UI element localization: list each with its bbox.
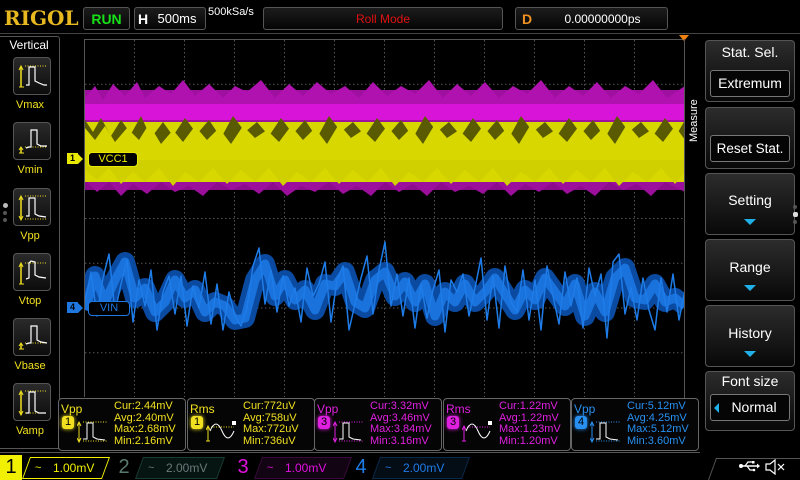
reset-stat-button[interactable]: Reset Stat. (705, 107, 795, 169)
vpp-icon (18, 194, 47, 222)
chevron-left-icon (714, 403, 719, 413)
vtop-label: Vtop (18, 295, 42, 307)
vbase-label: Vbase (14, 360, 46, 372)
header-divider (0, 33, 800, 34)
measurement-rms-ch1[interactable]: Rms 1 Cur:772uV Avg:758uV Max:772uV Min:736… (187, 398, 315, 451)
font-size-button[interactable]: Font size Normal (705, 371, 795, 431)
measure-menu-tab: Measure (684, 39, 704, 449)
range-button[interactable]: Range (705, 239, 795, 301)
channel-2-setting[interactable]: 2 ~ 2.00mV (113, 455, 226, 480)
muted-speaker-icon[interactable] (764, 459, 786, 475)
vmax-label: Vmax (15, 99, 45, 111)
left-page-indicator (3, 203, 8, 225)
delay-value: 0.00000000ps (564, 11, 641, 26)
channel-4-ground-marker[interactable]: 4 (67, 301, 83, 314)
ac-coupling-icon: ~ (385, 461, 392, 474)
channel-1-ground-marker[interactable]: 1 (67, 152, 83, 165)
delay-label: D (521, 10, 533, 27)
usb-icon (739, 461, 760, 472)
rms-icon (206, 421, 236, 442)
vamp-button[interactable] (13, 383, 51, 421)
timebase-value: 500ms (157, 11, 197, 26)
channel-3-setting[interactable]: 3 ~ 1.00mV (232, 455, 353, 480)
vmin-label: Vmin (17, 164, 43, 176)
waveform-canvas (85, 40, 684, 397)
chevron-down-icon (744, 219, 756, 225)
measurement-vpp-ch4[interactable]: Vpp 4 Cur:5.12mV Avg:4.25mV Max:5.12mV Min:… (571, 398, 699, 451)
measure-menu-title: Measure (688, 99, 700, 142)
font-size-value: Normal (710, 394, 790, 421)
channel-1-label[interactable]: VCC1 (88, 152, 138, 167)
vpp-icon (333, 421, 363, 444)
vertical-panel-title: Vertical (9, 38, 49, 52)
channel-4-trace (85, 241, 684, 339)
vtop-icon (18, 260, 47, 285)
channel-4-label[interactable]: VIN (88, 301, 130, 316)
setting-button[interactable]: Setting (705, 173, 795, 235)
right-page-indicator (793, 205, 798, 227)
stat-sel-button[interactable]: Stat. Sel. Extremum (705, 40, 795, 102)
history-button[interactable]: History (705, 305, 795, 367)
vamp-label: Vamp (16, 425, 44, 437)
chevron-down-icon (744, 351, 756, 357)
channel-1-trace (85, 116, 684, 186)
measurement-rms-ch3[interactable]: Rms 3 Cur:1.22mV Avg:1.22mV Max:1.23mV Min:… (443, 398, 571, 451)
vmax-icon (18, 64, 47, 88)
stat-sel-value: Extremum (710, 70, 790, 97)
vamp-icon (18, 389, 47, 417)
vbase-button[interactable] (13, 318, 51, 356)
chevron-down-icon (744, 285, 756, 291)
measurement-vpp-ch1[interactable]: Vpp 1 Cur:2.44mV Avg:2.40mV Max:2.68mV Min:… (58, 398, 186, 451)
bottom-divider (0, 452, 700, 453)
timebase-display[interactable]: H 500ms (134, 7, 206, 30)
channel-1-setting[interactable]: 1 ~ 1.00mV (0, 455, 111, 480)
waveform-display[interactable]: 1 VCC1 VIN (84, 39, 684, 397)
vpp-label: Vpp (20, 230, 40, 242)
sample-rate: 500kSa/s (208, 6, 254, 18)
vtop-button[interactable] (13, 253, 51, 291)
ac-coupling-icon: ~ (148, 461, 155, 474)
ac-coupling-icon: ~ (267, 461, 274, 474)
run-stop-status[interactable]: RUN (83, 7, 130, 30)
vpp-button[interactable] (13, 188, 51, 226)
rigol-logo: RIGOL (4, 6, 79, 30)
vpp-icon (77, 421, 107, 444)
measurement-vpp-ch3[interactable]: Vpp 3 Cur:3.32mV Avg:3.46mV Max:3.84mV Min:… (314, 398, 442, 451)
vpp-icon (590, 421, 620, 444)
channel-4-setting[interactable]: 4 ~ 2.00mV (350, 455, 471, 480)
ac-coupling-icon: ~ (35, 461, 42, 474)
rms-icon (462, 421, 492, 442)
vmin-button[interactable] (13, 122, 51, 160)
vmin-icon (18, 129, 47, 154)
vmax-button[interactable] (13, 57, 51, 95)
vertical-measure-panel (0, 36, 60, 449)
acquisition-mode: Roll Mode (263, 7, 503, 30)
delay-display[interactable]: D 0.00000000ps (515, 7, 668, 30)
vbase-icon (18, 325, 48, 350)
timebase-label: H (137, 10, 149, 27)
trigger-position-marker[interactable] (679, 35, 689, 41)
